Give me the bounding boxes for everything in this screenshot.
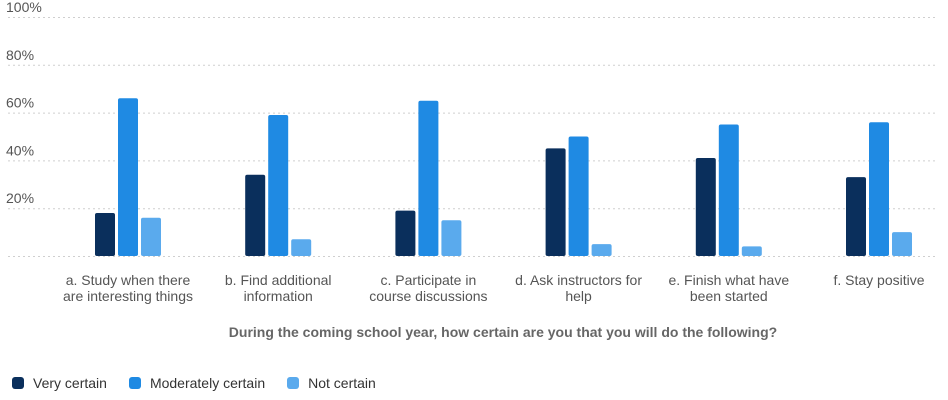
bar xyxy=(869,122,889,256)
y-tick-label: 100% xyxy=(6,0,42,15)
bar xyxy=(245,174,266,256)
legend-label: Very certain xyxy=(33,375,107,391)
bar xyxy=(741,246,762,256)
bar xyxy=(695,158,716,256)
legend-label: Moderately certain xyxy=(149,375,266,391)
legend-label: Not certain xyxy=(308,375,376,391)
x-tick-label: a. Study when there are interesting thing… xyxy=(63,272,193,304)
y-tick-label: 40% xyxy=(6,142,34,158)
y-tick-label: 60% xyxy=(6,95,34,111)
bar xyxy=(141,217,161,256)
bar xyxy=(591,244,612,256)
x-axis-title: During the coming school year, how certa… xyxy=(229,324,777,340)
legend-item[interactable]: Moderately certain xyxy=(128,375,266,391)
legend-swatch xyxy=(287,377,300,389)
x-tick-label: c. Participate in course discussions xyxy=(369,272,487,304)
gridlines xyxy=(8,17,938,257)
bar xyxy=(545,148,566,256)
bar xyxy=(118,98,138,256)
x-axis-labels: a. Study when there are interesting thing… xyxy=(63,272,925,304)
bar xyxy=(95,213,115,256)
legend-item[interactable]: Not certain xyxy=(287,375,376,391)
y-axis-ticks: 20% 40% 60% 80% 100% xyxy=(6,0,42,206)
x-tick-label: d. Ask instructors for help xyxy=(515,272,642,304)
bars xyxy=(95,98,912,256)
bar xyxy=(291,239,312,256)
y-tick-label: 20% xyxy=(6,190,34,206)
x-tick-label: f. Stay positive xyxy=(833,272,924,288)
legend: Very certain Moderately certain Not certai… xyxy=(12,375,398,391)
bar xyxy=(441,220,462,256)
bar xyxy=(718,124,739,256)
bar xyxy=(846,177,866,256)
bar xyxy=(268,115,289,256)
legend-swatch xyxy=(12,377,24,389)
y-tick-label: 80% xyxy=(6,47,34,63)
bar xyxy=(395,210,416,256)
x-tick-label: e. Finish what have been started xyxy=(668,272,789,304)
x-tick-label: b. Find additional information xyxy=(225,272,332,304)
legend-item[interactable]: Very certain xyxy=(12,375,107,391)
bar xyxy=(568,136,589,256)
bar xyxy=(418,100,439,256)
legend-swatch xyxy=(128,377,141,389)
bar xyxy=(892,232,912,256)
